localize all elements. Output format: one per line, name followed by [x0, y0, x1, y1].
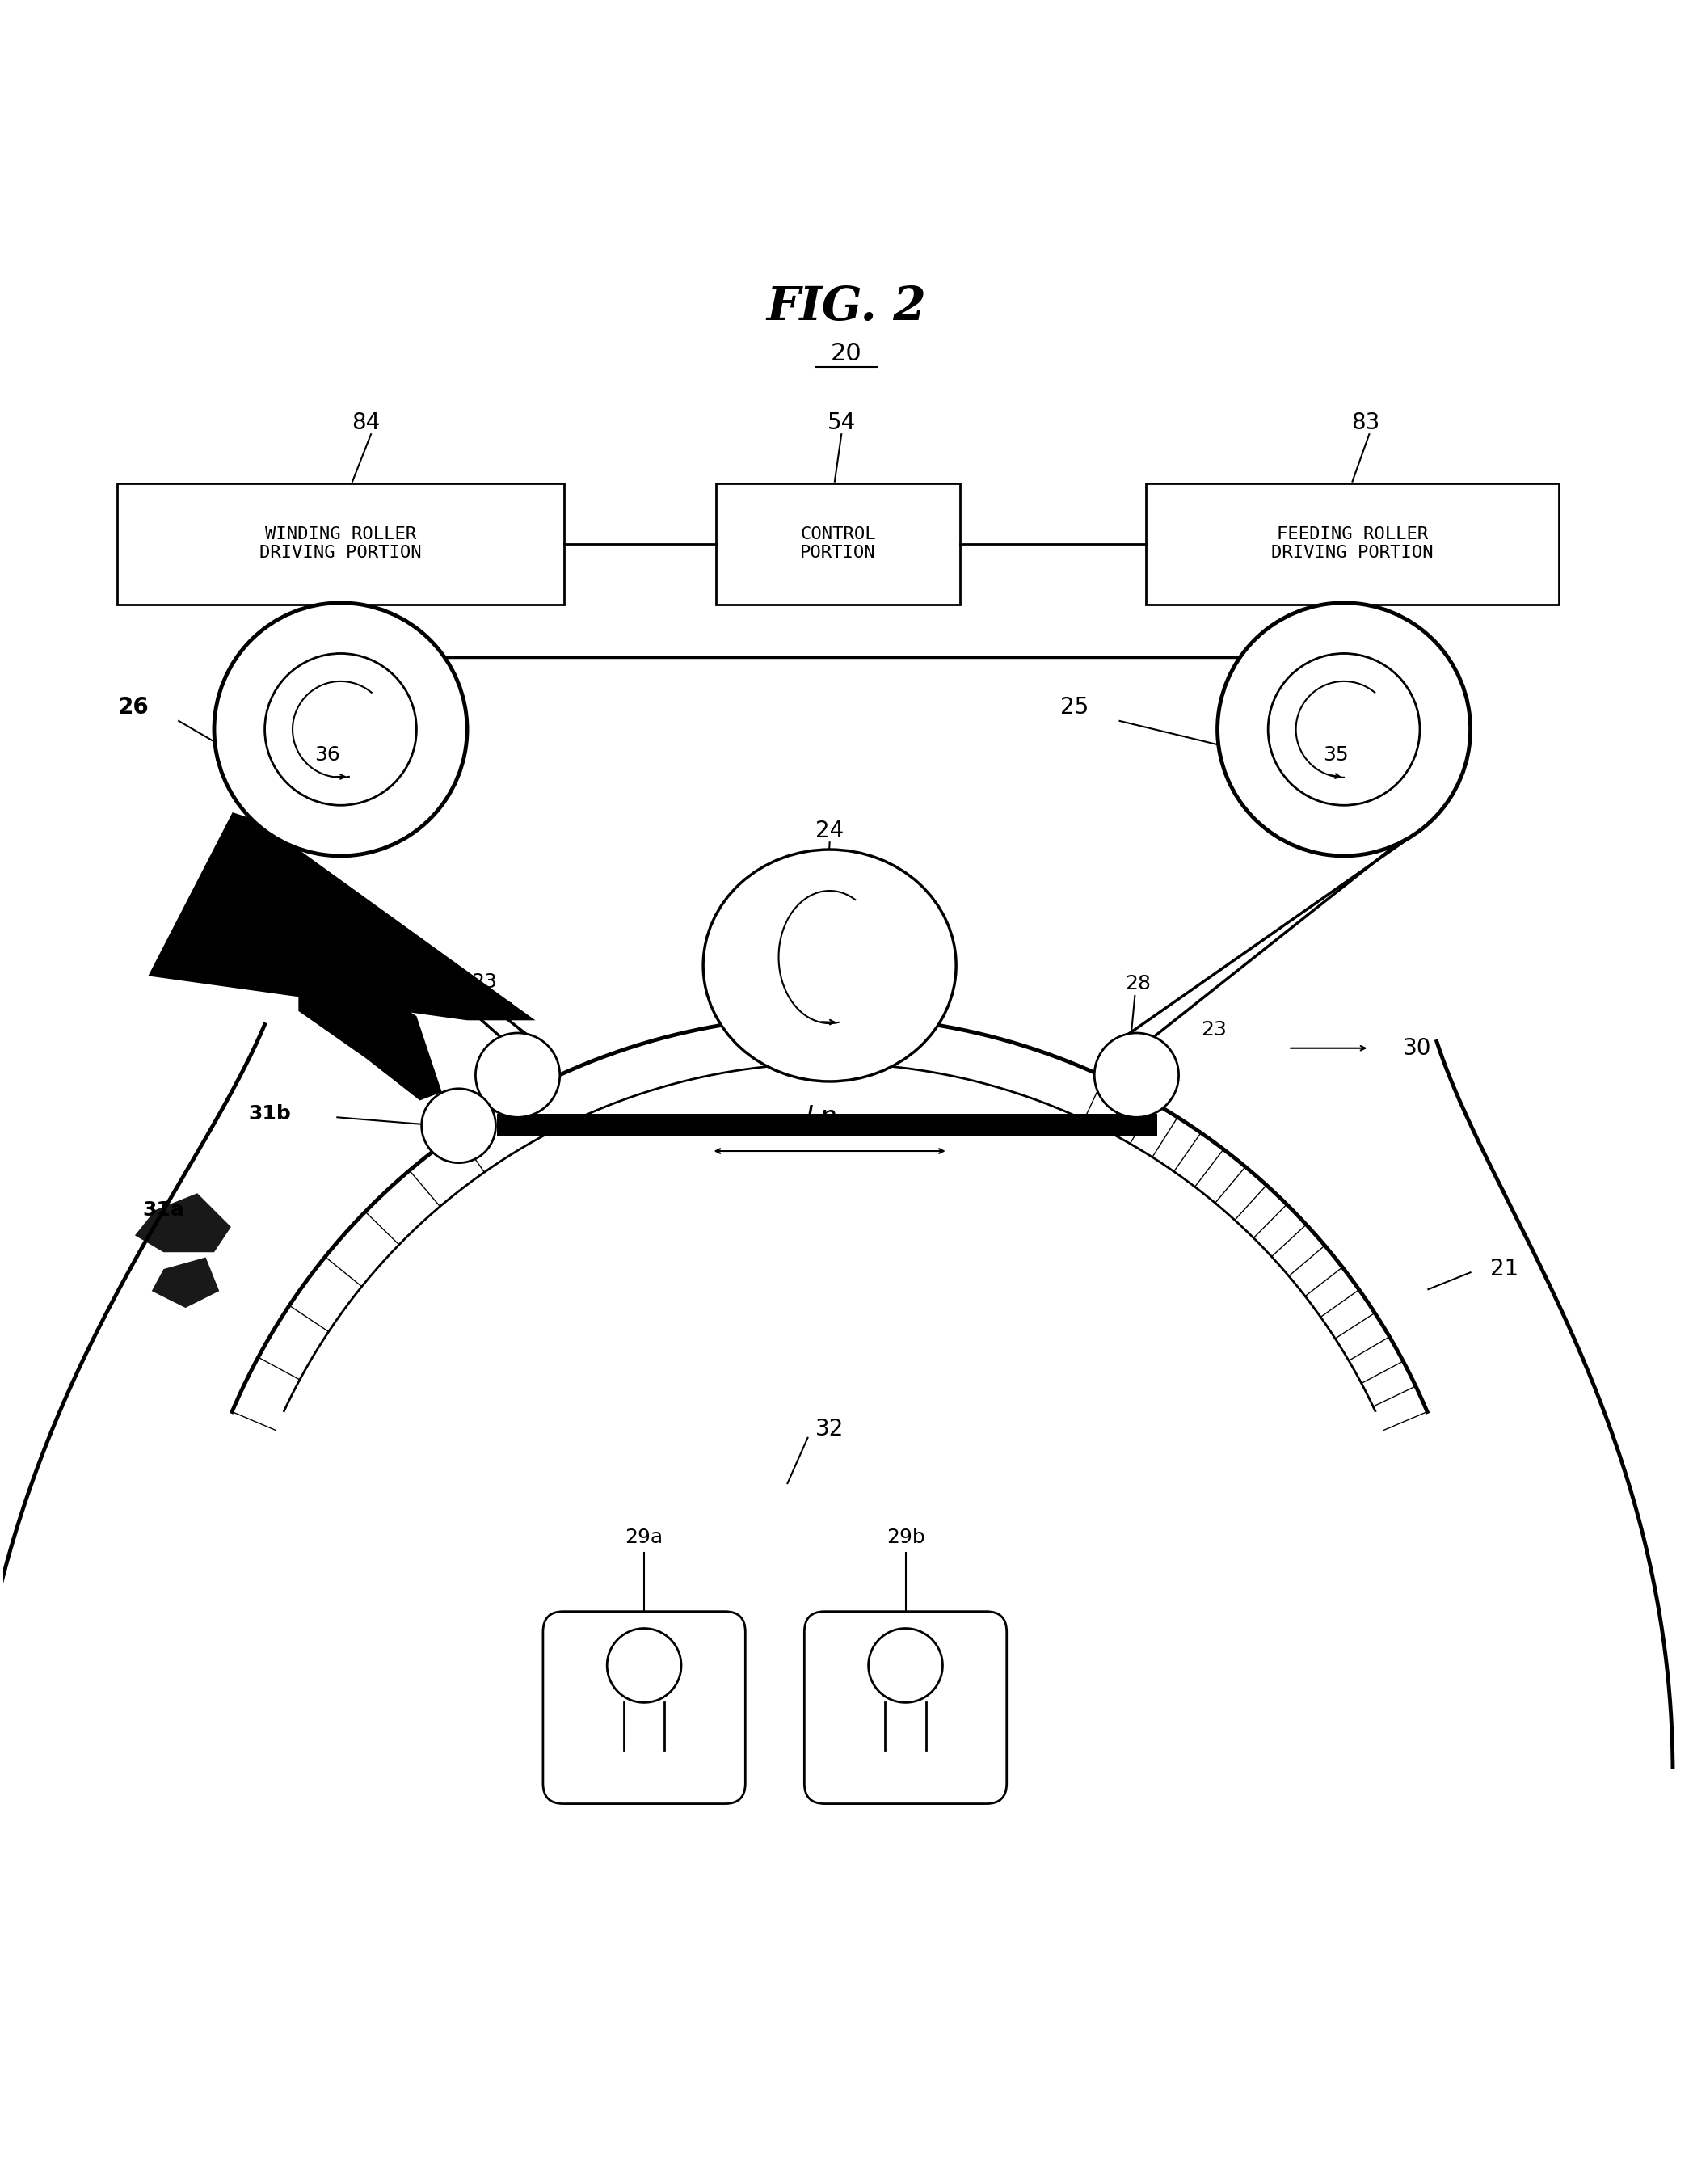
Text: 31b: 31b	[249, 1105, 291, 1123]
Text: Ln: Ln	[806, 1103, 838, 1131]
Bar	[716, 483, 960, 605]
Circle shape	[422, 1088, 496, 1162]
Polygon shape	[152, 1258, 218, 1308]
Text: 36: 36	[315, 745, 340, 764]
Circle shape	[213, 603, 467, 856]
FancyBboxPatch shape	[804, 1612, 1007, 1804]
Circle shape	[1094, 1033, 1178, 1118]
Bar	[1146, 483, 1559, 605]
Text: WINDING ROLLER
DRIVING PORTION: WINDING ROLLER DRIVING PORTION	[259, 526, 422, 561]
Text: 21: 21	[1490, 1258, 1519, 1280]
Ellipse shape	[703, 850, 957, 1081]
Text: 84: 84	[352, 411, 381, 435]
Circle shape	[476, 1033, 560, 1118]
Text: 29b: 29b	[885, 1529, 924, 1548]
Circle shape	[608, 1629, 681, 1704]
Polygon shape	[298, 965, 442, 1101]
Polygon shape	[149, 812, 535, 1020]
Text: FIG. 2: FIG. 2	[767, 284, 926, 330]
Text: 23: 23	[1202, 1020, 1227, 1040]
Text: 26: 26	[117, 697, 149, 719]
Text: 32: 32	[816, 1417, 843, 1441]
Polygon shape	[496, 1114, 1158, 1136]
Text: 54: 54	[828, 411, 855, 435]
Text: 20: 20	[831, 341, 862, 365]
Text: 24: 24	[816, 819, 843, 843]
Text: 83: 83	[1351, 411, 1380, 435]
Text: CONTROL
PORTION: CONTROL PORTION	[801, 526, 875, 561]
Text: 27: 27	[488, 1000, 513, 1020]
Text: 25: 25	[1060, 697, 1089, 719]
Text: 23: 23	[471, 972, 496, 992]
Circle shape	[264, 653, 416, 806]
Text: 30: 30	[1403, 1037, 1432, 1059]
Bar	[117, 483, 564, 605]
Polygon shape	[135, 1192, 230, 1251]
Text: 28: 28	[1126, 974, 1151, 994]
Circle shape	[869, 1629, 943, 1704]
Text: 31a: 31a	[142, 1201, 185, 1219]
Text: 35: 35	[1322, 745, 1348, 764]
Circle shape	[1268, 653, 1420, 806]
Text: 29a: 29a	[625, 1529, 664, 1548]
Circle shape	[1217, 603, 1471, 856]
Text: FEEDING ROLLER
DRIVING PORTION: FEEDING ROLLER DRIVING PORTION	[1271, 526, 1434, 561]
FancyBboxPatch shape	[543, 1612, 745, 1804]
